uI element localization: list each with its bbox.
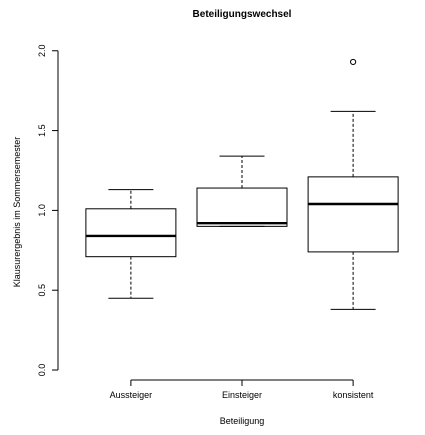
y-tick-label: 0.5 [37, 284, 47, 297]
outlier-point [350, 58, 357, 66]
box-iqr [196, 187, 288, 227]
x-axis: Aussteiger Einsteiger konsistent [110, 379, 374, 400]
boxes-group [85, 58, 399, 310]
x-axis-title: Beteiligung [220, 416, 265, 426]
y-tick-label: 2.0 [37, 45, 47, 58]
plot-area [62, 38, 422, 378]
y-tick-label: 1.0 [37, 204, 47, 217]
x-tick-label: konsistent [333, 390, 374, 400]
x-tick-label: Aussteiger [110, 390, 153, 400]
box-iqr [85, 208, 177, 258]
box-konsistent [307, 58, 399, 310]
y-axis: 0.0 0.5 1.0 1.5 2.0 [37, 45, 59, 377]
y-tick-label: 1.5 [37, 124, 47, 137]
x-tick-label: Einsteiger [222, 390, 262, 400]
box-aussteiger [85, 189, 177, 299]
box-einsteiger [196, 155, 288, 227]
y-tick-label: 0.0 [37, 364, 47, 377]
chart-title: Beteiligungswechsel [193, 9, 292, 20]
box-iqr [307, 176, 399, 253]
y-axis-title: Klausurergebnis im Sommersemester [12, 137, 22, 288]
